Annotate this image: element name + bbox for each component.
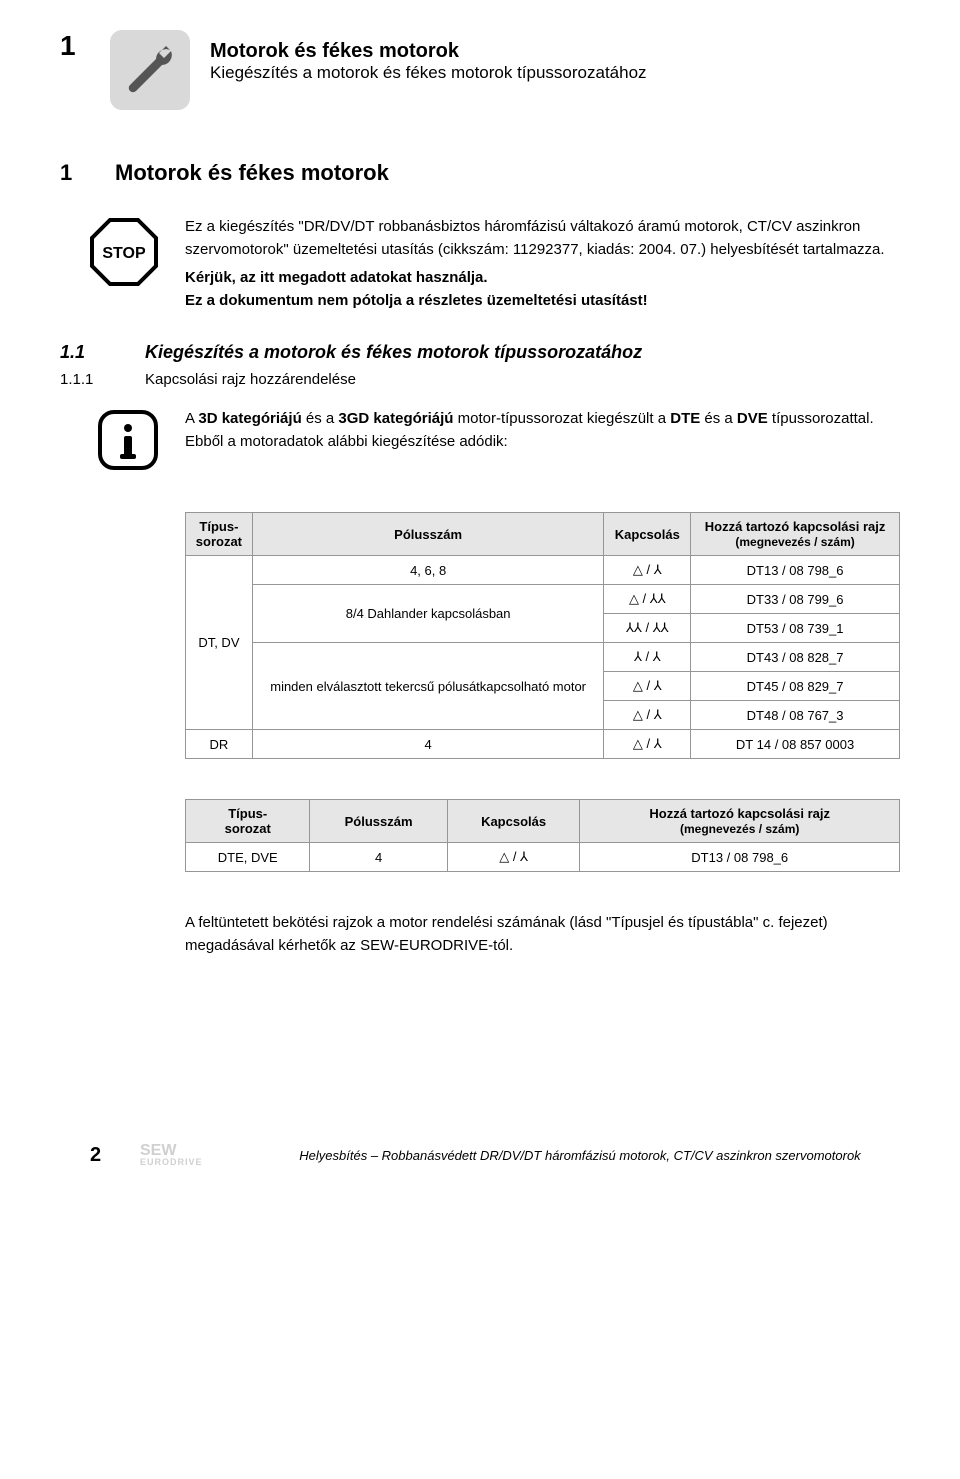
table1: Típus-sorozat Pólusszám Kapcsolás Hozzá … [185, 512, 900, 759]
table-row: DR 4 △ / ⅄ DT 14 / 08 857 0003 [186, 730, 900, 759]
info-b1: 3D kategóriájú [198, 410, 301, 427]
header-title: Motorok és fékes motorok [210, 40, 900, 63]
subsection-1-1: 1.1 Kiegészítés a motorok és fékes motor… [60, 342, 900, 363]
stop-p2: Kérjük, az itt megadott adatokat használ… [185, 267, 900, 290]
subsection-num: 1.1 [60, 342, 120, 363]
table1-wrap: Típus-sorozat Pólusszám Kapcsolás Hozzá … [185, 512, 900, 759]
t1-r2-conn: ⅄⅄ / ⅄⅄ [604, 614, 691, 643]
t1-r6-ref: DT 14 / 08 857 0003 [691, 730, 900, 759]
t1-r3-ref: DT43 / 08 828_7 [691, 643, 900, 672]
t1-r0-poles: 4, 6, 8 [252, 556, 604, 585]
stop-label: STOP [102, 245, 146, 262]
table-row: DTE, DVE 4 △ / ⅄ DT13 / 08 798_6 [186, 843, 900, 872]
t2-poles: 4 [310, 843, 447, 872]
chapter-number: 1 [60, 30, 90, 62]
stop-p1: Ez a kiegészítés "DR/DV/DT robbanásbizto… [185, 216, 900, 261]
footer-note: Helyesbítés – Robbanásvédett DR/DV/DT há… [260, 1148, 900, 1163]
stop-p3: Ez a dokumentum nem pótolja a részletes … [185, 290, 900, 313]
t1-h2: Pólusszám [252, 513, 604, 556]
t1-r0-ref: DT13 / 08 798_6 [691, 556, 900, 585]
t2-h4: Hozzá tartozó kapcsolási rajz(megnevezés… [580, 800, 900, 843]
info-b3: DTE [670, 410, 700, 427]
t1-r1-poles: 8/4 Dahlander kapcsolásban [252, 585, 604, 643]
page-header: 1 Motorok és fékes motorok Kiegészítés a… [60, 30, 900, 110]
t1-r1-ref: DT33 / 08 799_6 [691, 585, 900, 614]
t1-r1-conn: △ / ⅄⅄ [604, 585, 691, 614]
t1-r0-conn: △ / ⅄ [604, 556, 691, 585]
t1-h1-l2: sorozat [196, 534, 242, 549]
subsection-1-1-1: 1.1.1 Kapcsolási rajz hozzárendelése [60, 371, 900, 388]
header-subtitle: Kiegészítés a motorok és fékes motorok t… [210, 63, 900, 83]
t2-ref: DT13 / 08 798_6 [580, 843, 900, 872]
info-b2: 3GD kategóriájú [338, 410, 453, 427]
logo-sub: EURODRIVE [140, 1158, 203, 1166]
section-number: 1 [60, 160, 90, 186]
t2-h2: Pólusszám [310, 800, 447, 843]
table-row: DT, DV 4, 6, 8 △ / ⅄ DT13 / 08 798_6 [186, 556, 900, 585]
t1-r5-conn: △ / ⅄ [604, 701, 691, 730]
table2-wrap: Típus-sorozat Pólusszám Kapcsolás Hozzá … [185, 799, 900, 872]
stop-icon: STOP [88, 216, 160, 288]
t1-h4-l2: (megnevezés / szám) [735, 535, 854, 549]
info-m3: és a [700, 410, 737, 427]
t1-h1: Típus-sorozat [186, 513, 253, 556]
wrench-icon [110, 30, 190, 110]
t1-r3-conn: ⅄ / ⅄ [604, 643, 691, 672]
section-title: Motorok és fékes motorok [115, 160, 900, 186]
page-number: 2 [90, 1144, 120, 1167]
info-text: A 3D kategóriájú és a 3GD kategóriájú mo… [185, 408, 900, 472]
page-footer: 2 SEW EURODRIVE Helyesbítés – Robbanásvé… [60, 1137, 900, 1173]
table-row: minden elválasztott tekercsű pólusátkapc… [186, 643, 900, 672]
logo-top: SEW [140, 1144, 176, 1158]
table2: Típus-sorozat Pólusszám Kapcsolás Hozzá … [185, 799, 900, 872]
header-text-block: Motorok és fékes motorok Kiegészítés a m… [210, 30, 900, 83]
t1-h4: Hozzá tartozó kapcsolási rajz(megnevezés… [691, 513, 900, 556]
footer-paragraph: A feltüntetett bekötési rajzok a motor r… [185, 912, 900, 957]
info-pre: A [185, 410, 198, 427]
sew-logo: SEW EURODRIVE [140, 1137, 240, 1173]
t1-h3: Kapcsolás [604, 513, 691, 556]
t1-r2-ref: DT53 / 08 739_1 [691, 614, 900, 643]
info-b4: DVE [737, 410, 768, 427]
t1-h1-l1: Típus- [199, 519, 238, 534]
stop-icon-col: STOP [60, 216, 160, 312]
t2-h1: Típus-sorozat [186, 800, 310, 843]
t1-r6-poles: 4 [252, 730, 604, 759]
table-row: 8/4 Dahlander kapcsolásban △ / ⅄⅄ DT33 /… [186, 585, 900, 614]
info-icon-col [60, 408, 160, 472]
subsection2-text: Kapcsolási rajz hozzárendelése [145, 371, 356, 388]
t1-r5-ref: DT48 / 08 767_3 [691, 701, 900, 730]
t1-h4-l1: Hozzá tartozó kapcsolási rajz [705, 519, 886, 534]
t1-series-dtdv: DT, DV [186, 556, 253, 730]
info-block: A 3D kategóriájú és a 3GD kategóriájú mo… [60, 408, 900, 472]
section-heading: 1 Motorok és fékes motorok [60, 160, 900, 186]
subsection-text: Kiegészítés a motorok és fékes motorok t… [145, 342, 642, 363]
info-m1: és a [302, 410, 339, 427]
t2-series: DTE, DVE [186, 843, 310, 872]
t2-h3: Kapcsolás [447, 800, 580, 843]
document-page: 1 Motorok és fékes motorok Kiegészítés a… [0, 0, 960, 1213]
info-m2: motor-típussorozat kiegészült a [453, 410, 670, 427]
t2-conn: △ / ⅄ [447, 843, 580, 872]
t1-series-dr: DR [186, 730, 253, 759]
t2-h1-l2: sorozat [225, 821, 271, 836]
t1-r6-conn: △ / ⅄ [604, 730, 691, 759]
t2-h4-l2: (megnevezés / szám) [680, 822, 799, 836]
t1-r4-ref: DT45 / 08 829_7 [691, 672, 900, 701]
stop-text: Ez a kiegészítés "DR/DV/DT robbanásbizto… [185, 216, 900, 312]
stop-block: STOP Ez a kiegészítés "DR/DV/DT robbanás… [60, 216, 900, 312]
t1-r4-conn: △ / ⅄ [604, 672, 691, 701]
t2-h1-l1: Típus- [228, 806, 267, 821]
t1-r3-poles: minden elválasztott tekercsű pólusátkapc… [252, 643, 604, 730]
info-icon [96, 408, 160, 472]
t2-h4-l1: Hozzá tartozó kapcsolási rajz [649, 806, 830, 821]
subsection2-num: 1.1.1 [60, 371, 120, 388]
